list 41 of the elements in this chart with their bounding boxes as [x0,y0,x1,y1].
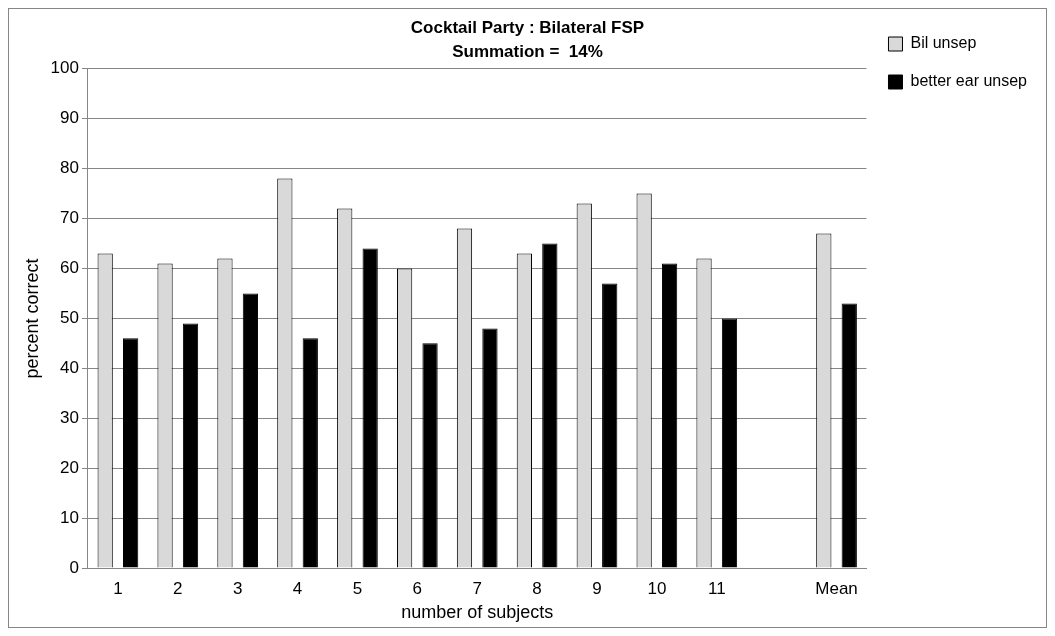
bar [362,248,378,568]
y-axis-title: percent correct [21,258,42,379]
chart-title: Cocktail Party : Bilateral FSP [410,17,645,37]
x-tick-label: 11 [707,578,726,598]
y-tick-label: 60 [60,258,79,278]
x-tick-label: 3 [232,578,243,598]
legend-label: Bil unsep [910,34,977,52]
x-tick-label: 9 [592,578,602,598]
y-tick-label: 70 [60,208,79,228]
bar [123,338,139,568]
y-tick-label: 20 [60,457,79,477]
x-tick-label: Mean [815,578,858,598]
bar [721,318,738,568]
x-tick-label: 5 [352,578,363,598]
legend-label: better ear unsep [910,72,1028,90]
y-tick-label: 40 [60,358,79,378]
x-tick-label: 1 [113,578,123,598]
y-tick-label: 30 [60,407,79,427]
x-tick-label: 8 [532,578,542,598]
x-tick-label: 6 [412,578,423,598]
x-tick-label: 10 [647,578,667,598]
bar [661,263,678,568]
y-tick-label: 80 [60,158,79,178]
bar [841,303,857,568]
bar [182,323,199,568]
y-tick-label: 100 [50,58,79,78]
bar [602,283,618,568]
y-tick-label: 50 [60,308,79,328]
x-tick-label: 4 [292,578,303,598]
bar [242,293,259,568]
bar [422,343,438,568]
x-tick-label: 2 [173,578,183,598]
y-tick-label: 10 [60,507,79,527]
x-tick-label: 7 [472,578,482,598]
y-tick-label: 0 [69,557,79,577]
bar [302,338,318,568]
bar [482,328,498,568]
bar [542,243,558,568]
chart-subtitle: Summation = 14% [452,42,603,62]
y-tick-label: 90 [60,108,79,128]
x-axis-title: number of subjects [401,602,554,623]
